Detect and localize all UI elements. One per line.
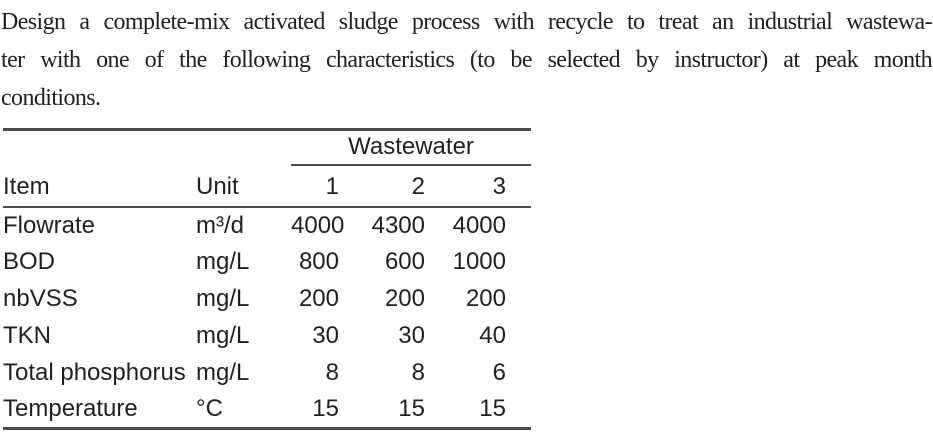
row-value-2: 4300 (371, 211, 425, 239)
group-header-wastewater: Wastewater (291, 129, 531, 166)
row-item-label: BOD (3, 248, 56, 275)
row-value-2: 15 (398, 395, 425, 423)
row-unit: mg/L (196, 248, 250, 275)
row-value-1: 200 (298, 285, 339, 312)
row-item-label: Total phosphorus (3, 359, 186, 386)
column-header-3: 3 (425, 164, 531, 208)
row-item-label: TKN (3, 322, 51, 349)
column-header-unit: Unit (196, 164, 291, 208)
row-value-2: 8 (411, 359, 425, 386)
row-value-3: 1000 (452, 248, 506, 275)
column-header-1: 1 (291, 164, 339, 208)
row-item-label: Temperature (3, 395, 138, 423)
table-row: Temperature °C 15 15 15 (3, 392, 531, 429)
problem-statement: Design a complete-mix activated sludge p… (0, 0, 933, 117)
row-value-3: 15 (479, 395, 506, 423)
row-value-1: 8 (325, 359, 339, 386)
row-value-3: 200 (465, 285, 506, 312)
column-header-item: Item (3, 164, 196, 208)
row-value-2: 600 (384, 248, 425, 275)
row-value-3: 6 (492, 359, 506, 386)
paragraph-line: Design a complete-mix activated sludge p… (1, 9, 932, 35)
table-group-header-row: Wastewater (3, 129, 531, 166)
row-value-1: 800 (298, 248, 339, 275)
row-item-label: Flowrate (3, 211, 96, 239)
paragraph-line: ter with one of the following characteri… (1, 47, 932, 73)
paragraph-line: conditions. (1, 85, 101, 111)
row-unit: mg/L (196, 285, 250, 312)
table-row: Total phosphorus mg/L 8 8 6 (3, 355, 531, 392)
table-row: nbVSS mg/L 200 200 200 (3, 281, 531, 318)
table-row: TKN mg/L 30 30 40 (3, 318, 531, 355)
row-value-2: 30 (398, 322, 425, 349)
row-unit: m³/d (196, 211, 244, 239)
table-row: BOD mg/L 800 600 1000 (3, 244, 531, 281)
row-value-1: 30 (312, 322, 339, 349)
table-column-header-row: Item Unit 1 2 3 (3, 164, 531, 208)
group-header-spacer (3, 130, 291, 165)
row-value-3: 40 (479, 322, 506, 349)
row-unit: °C (196, 395, 223, 423)
row-value-1: 15 (312, 395, 339, 423)
row-item-label: nbVSS (3, 285, 78, 312)
row-value-2: 200 (384, 285, 425, 312)
row-unit: mg/L (196, 322, 250, 349)
column-header-2: 2 (339, 164, 425, 208)
table-row: Flowrate m³/d 4000 4300 4000 (3, 207, 531, 244)
row-value-3: 4000 (452, 211, 506, 239)
row-unit: mg/L (196, 359, 250, 386)
row-value-1: 4000 (291, 211, 345, 239)
wastewater-characteristics-table: Wastewater Item Unit 1 2 3 Flowrate m³/d… (3, 128, 531, 430)
